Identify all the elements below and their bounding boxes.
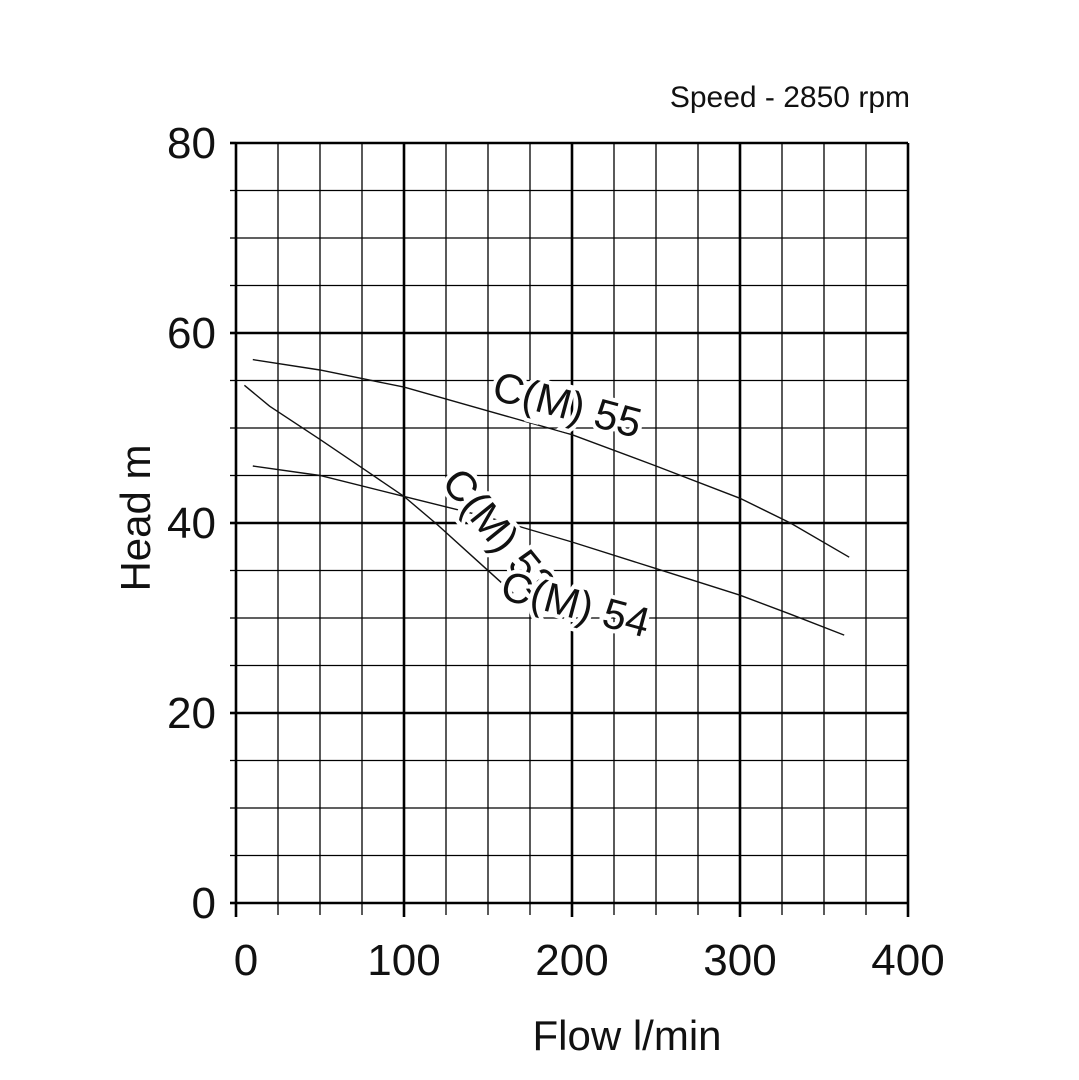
x-tick-label: 300 (703, 936, 776, 985)
y-tick-label: 0 (192, 879, 216, 928)
major-grid (230, 141, 910, 917)
series-line-1 (243, 384, 514, 594)
y-axis-title: Head m (112, 444, 159, 591)
curves (243, 358, 850, 636)
x-tick-label: 200 (535, 936, 608, 985)
x-tick-label: 0 (234, 936, 258, 985)
x-tick-label: 100 (367, 936, 440, 985)
curve-label-3: C(M) 55 (488, 362, 647, 447)
y-tick-label: 80 (167, 119, 216, 168)
x-tick-label: 400 (871, 936, 944, 985)
speed-note: Speed - 2850 rpm (670, 81, 910, 114)
curve-label-2: C(M) 54 (496, 562, 655, 647)
x-axis-title: Flow l/min (532, 1012, 721, 1059)
y-tick-label: 40 (167, 499, 216, 548)
y-tick-label: 20 (167, 689, 216, 738)
y-tick-label: 60 (167, 309, 216, 358)
series-line-3 (252, 358, 850, 558)
series-line-2 (252, 465, 845, 636)
tick-labels: 0 100 200 300 400 0 20 40 60 80 (167, 119, 945, 985)
